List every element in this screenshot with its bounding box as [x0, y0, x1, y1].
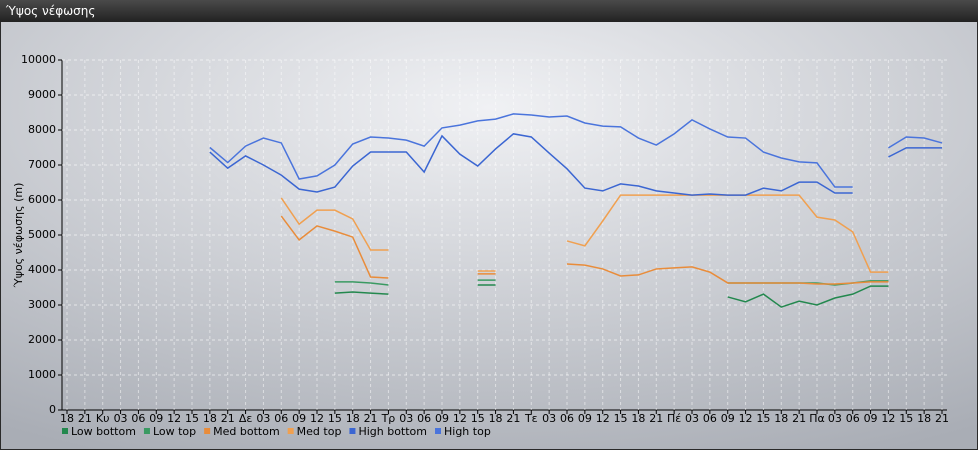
x-tick-label: 15 [899, 412, 913, 425]
y-tick-label: 3000 [28, 298, 56, 311]
legend-label: Low bottom [71, 425, 136, 438]
series-line [280, 215, 889, 285]
x-tick-label: 12 [596, 412, 610, 425]
x-tick-label: 09 [149, 412, 163, 425]
legend-label: Med top [297, 425, 342, 438]
y-tick-label: 1000 [28, 368, 56, 381]
x-tick-label: 15 [328, 412, 342, 425]
x-tick-label: 12 [310, 412, 324, 425]
x-tick-label: 18 [631, 412, 645, 425]
y-tick-label: 2000 [28, 333, 56, 346]
series-line [209, 113, 943, 188]
legend-label: High bottom [358, 425, 427, 438]
x-tick-label: 21 [78, 412, 92, 425]
legend-swatch [435, 428, 441, 434]
x-tick-label: 12 [453, 412, 467, 425]
x-tick-label: 21 [221, 412, 235, 425]
x-tick-label: 18 [346, 412, 360, 425]
x-tick-label: 03 [685, 412, 699, 425]
x-tick-label: 06 [703, 412, 717, 425]
y-tick-label: 8000 [28, 123, 56, 136]
y-tick-label: 9000 [28, 88, 56, 101]
legend-label: Low top [153, 425, 196, 438]
x-tick-label: 09 [578, 412, 592, 425]
series-line [334, 284, 889, 308]
series-line [209, 133, 942, 196]
x-tick-label: 03 [828, 412, 842, 425]
x-tick-label: 03 [256, 412, 270, 425]
y-axis-label: Ύψος νέφωσης (m) [12, 183, 25, 289]
x-tick-label: 12 [739, 412, 753, 425]
x-tick-label: Δε [239, 412, 253, 425]
legend-swatch [349, 428, 356, 434]
y-tick-label: 10000 [21, 53, 56, 66]
y-tick-label: 4000 [28, 263, 56, 276]
y-tick-label: 0 [49, 403, 56, 416]
x-tick-label: 15 [185, 412, 199, 425]
x-tick-label: 21 [364, 412, 378, 425]
x-tick-label: 06 [560, 412, 574, 425]
x-tick-label: 21 [649, 412, 663, 425]
x-tick-label: Κυ [96, 412, 110, 425]
x-tick-label: 09 [721, 412, 735, 425]
x-tick-label: Τε [524, 412, 538, 425]
legend-label: High top [444, 425, 491, 438]
x-tick-label: 21 [935, 412, 949, 425]
y-tick-label: 7000 [28, 158, 56, 171]
legend-label: Med bottom [213, 425, 280, 438]
x-tick-label: 21 [506, 412, 520, 425]
x-tick-label: 06 [846, 412, 860, 425]
x-tick-label: 21 [792, 412, 806, 425]
x-tick-label: Πα [809, 412, 825, 425]
legend-swatch [62, 428, 68, 434]
x-tick-label: Πέ [667, 412, 681, 425]
x-tick-label: 09 [292, 412, 306, 425]
x-tick-label: 18 [489, 412, 503, 425]
x-tick-label: 18 [774, 412, 788, 425]
chart: Ύψος νέφωσης (m) 0 1000 2000 3000 4000 5000 60… [1, 22, 977, 449]
x-tick-label: 18 [917, 412, 931, 425]
y-tick-label: 6000 [28, 193, 56, 206]
x-tick-label: 06 [417, 412, 431, 425]
x-tick-label: Τρ [381, 412, 396, 425]
x-tick-label: 15 [614, 412, 628, 425]
x-tick-label: 09 [864, 412, 878, 425]
x-tick-label: 18 [203, 412, 217, 425]
x-tick-label: 09 [435, 412, 449, 425]
x-tick-label: 12 [167, 412, 181, 425]
x-tick-label: 03 [542, 412, 556, 425]
x-tick-label: 06 [274, 412, 288, 425]
x-tick-label: 15 [471, 412, 485, 425]
x-tick-label: 15 [756, 412, 770, 425]
x-tick-label: 18 [60, 412, 74, 425]
y-tick-label: 5000 [28, 228, 56, 241]
x-tick-label: 03 [399, 412, 413, 425]
x-tick-label: 03 [114, 412, 128, 425]
legend-swatch [204, 428, 211, 434]
window-title: Ύψος νέφωσης [0, 0, 978, 22]
x-tick-label: 12 [881, 412, 895, 425]
legend-swatch [287, 428, 294, 434]
x-tick-label: 06 [131, 412, 145, 425]
legend-swatch [143, 428, 150, 434]
